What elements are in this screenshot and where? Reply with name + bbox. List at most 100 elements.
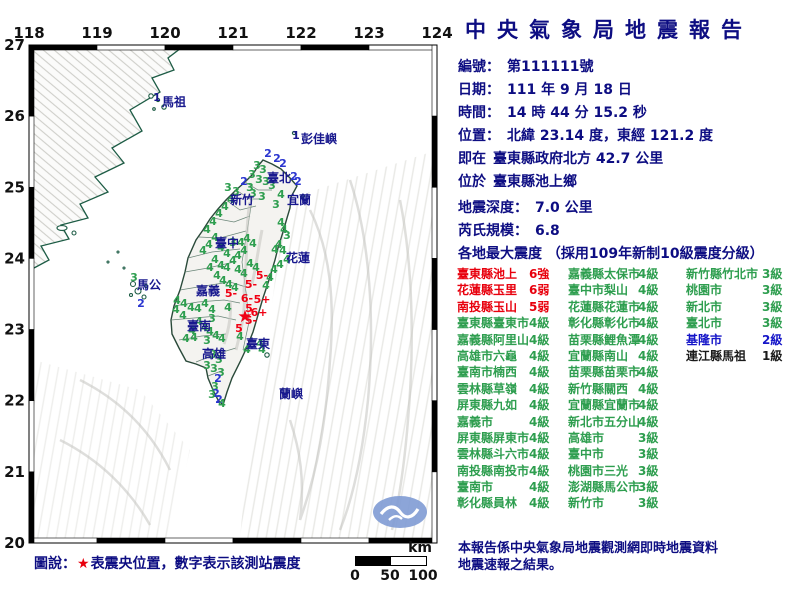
map-station-intensity: 4 <box>237 236 245 249</box>
station-name: 新北市 <box>686 299 723 314</box>
frame-segment <box>28 44 35 117</box>
axis-label-latitude: 25 <box>4 178 25 196</box>
map-station-intensity: 4 <box>182 332 190 345</box>
map-station-intensity: 2 <box>264 147 272 160</box>
field-value: 臺東縣政府北方 42.7 公里 <box>493 151 664 167</box>
frame-segment <box>431 471 438 544</box>
station-name: 桃園市 <box>686 283 723 298</box>
field-label: 時間： <box>458 105 500 121</box>
field-value: 6.8 <box>535 223 560 239</box>
map-station-intensity: 4 <box>217 241 225 254</box>
map-station-intensity: 4 <box>240 244 248 257</box>
scale-tick-50: 50 <box>380 568 400 584</box>
frame-segment <box>28 537 98 544</box>
station-name: 苗栗縣鯉魚潭 <box>568 332 641 347</box>
legend-text: 表震央位置，數字表示該測站震度 <box>90 556 301 572</box>
map-station-intensity: 3 <box>248 168 256 181</box>
map-station-intensity: 5+ <box>254 293 271 306</box>
intensity-row: 臺南市楠西 4級 <box>457 364 559 380</box>
map-station-intensity: 4 <box>256 337 264 350</box>
header-field-row: 地震深度： 7.0 公里 <box>458 197 713 220</box>
frame-segment <box>431 258 438 330</box>
station-level: 4級 <box>638 267 659 281</box>
map-city-label: 嘉義 <box>195 283 220 298</box>
field-value: 第111111號 <box>507 59 594 75</box>
scale-unit-label: km <box>408 540 432 556</box>
map-station-intensity: 4 <box>218 332 226 345</box>
map-station-intensity: 4 <box>277 216 285 229</box>
epicenter-star: ★ <box>237 307 252 327</box>
map-station-intensity: 4 <box>217 259 225 272</box>
axis-label-latitude: 21 <box>4 463 25 481</box>
header-field-row: 芮氏規模： 6.8 <box>458 220 713 243</box>
map-station-intensity: 4 <box>227 193 235 206</box>
map-station-intensity: 4 <box>262 279 270 292</box>
map-station-intensity: 4 <box>203 223 211 236</box>
station-level: 4級 <box>638 414 659 429</box>
map-station-intensity: 2 <box>294 175 302 188</box>
axis-label-longitude: 119 <box>81 24 112 42</box>
map-station-intensity: 3 <box>209 348 217 361</box>
scale-tick-100: 100 <box>408 568 438 584</box>
station-level: 4級 <box>529 348 550 363</box>
scale-tick-0: 0 <box>350 568 360 584</box>
axis-label-latitude: 20 <box>4 534 25 552</box>
station-level: 2級 <box>762 332 783 347</box>
station-name: 雲林縣草嶺 <box>457 381 518 396</box>
map-station-intensity: 4 <box>234 263 242 276</box>
map-station-intensity: 4 <box>240 267 248 280</box>
frame-segment <box>431 44 438 117</box>
station-level: 3級 <box>762 267 783 281</box>
map-station-intensity: 2 <box>240 175 248 188</box>
map-china-land <box>34 45 185 268</box>
scale-tick-labels: 0 50 100 <box>348 566 437 584</box>
station-name: 臺南市楠西 <box>457 365 518 380</box>
station-name: 雲林縣斗六市 <box>457 447 530 462</box>
axis-label-longitude: 124 <box>421 24 452 42</box>
intensity-row: 宜蘭縣南山 4級 <box>568 348 668 364</box>
map-city-label: 高雄 <box>202 346 226 361</box>
cwb-logo <box>373 496 427 528</box>
map-station-intensity: 3 <box>268 179 276 192</box>
axis-label-latitude: 24 <box>4 249 25 267</box>
frame-segment <box>431 329 438 402</box>
station-level: 4級 <box>638 332 659 347</box>
map-station-intensity: 3 <box>253 159 261 172</box>
map-station-intensity: 5- <box>256 269 268 282</box>
map-station-intensity: 4 <box>223 261 231 274</box>
intensity-row: 基隆市 2級 <box>686 332 792 348</box>
intensity-row: 高雄市六龜 4級 <box>457 348 559 364</box>
station-level: 4級 <box>529 398 550 413</box>
intensity-row: 彰化縣彰化市 4級 <box>568 315 668 331</box>
station-name: 臺東縣臺東市 <box>457 316 530 331</box>
intensity-column-1: 臺東縣池上 6強 花蓮縣玉里 6弱 南投縣玉山 5弱 臺東縣臺東市 4級 嘉義縣阿里山 4級 高雄市… <box>457 266 559 512</box>
axis-label-longitude: 118 <box>13 24 44 42</box>
axis-label-longitude: 120 <box>149 24 180 42</box>
station-name: 高雄市六龜 <box>457 348 518 363</box>
station-name: 花蓮縣玉里 <box>457 283 518 298</box>
station-level: 4級 <box>638 398 659 413</box>
map-station-intensity: 4 <box>252 261 260 274</box>
station-name: 屏東縣屏東市 <box>457 430 530 445</box>
station-level: 4級 <box>529 463 550 478</box>
map-station-intensity: 3 <box>203 359 211 372</box>
field-label: 日期： <box>458 82 500 98</box>
frame-segment <box>96 537 166 544</box>
intensity-row: 臺東縣臺東市 4級 <box>457 315 559 331</box>
map-station-intensity: 4 <box>201 321 209 334</box>
station-name: 彰化縣員林 <box>457 496 518 511</box>
header-field-row: 即在 臺東縣政府北方 42.7 公里 <box>458 148 713 171</box>
map-station-intensity: 4 <box>266 271 274 284</box>
map-station-intensity: 4 <box>206 325 214 338</box>
map-station-intensity: 3 <box>224 181 232 194</box>
footer-line-2: 地震速報之結果。 <box>458 558 563 573</box>
map-station-intensity: 4 <box>270 263 278 276</box>
map-station-intensity: 3 <box>272 198 280 211</box>
station-level: 4級 <box>529 480 550 495</box>
map-scale-bar: km 0 50 100 <box>348 540 437 584</box>
map-station-intensity: 4 <box>199 244 207 257</box>
